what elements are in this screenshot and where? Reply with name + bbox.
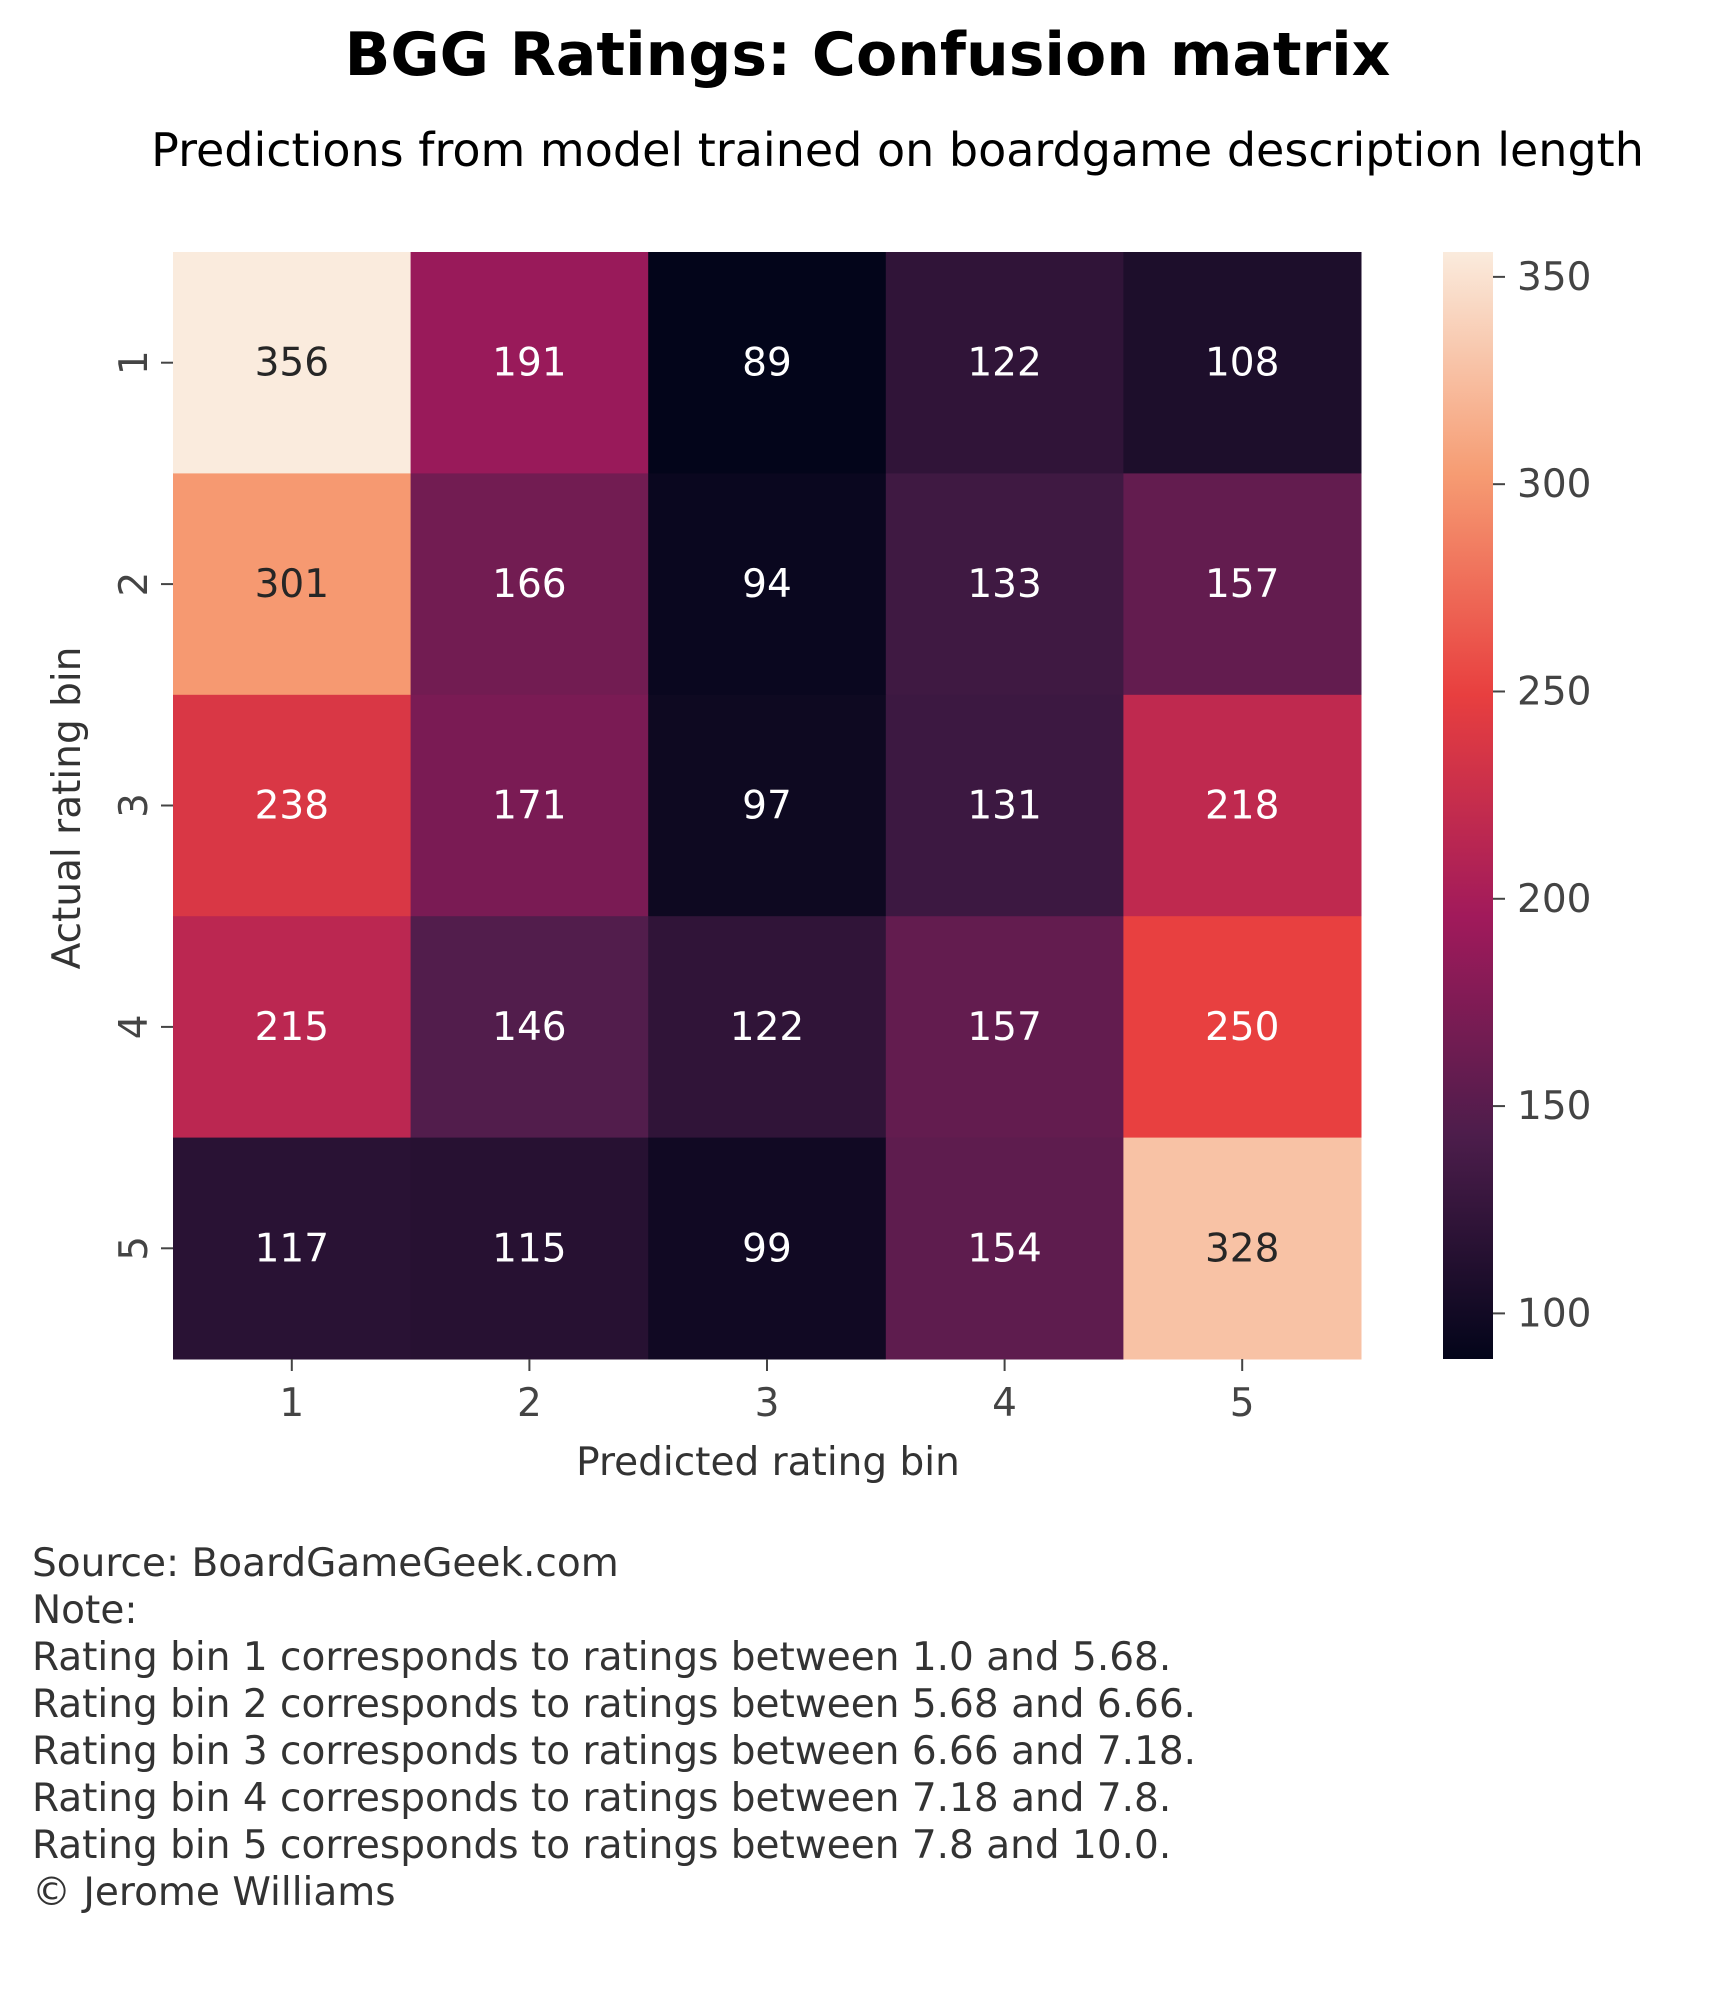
y-tick-label: 3 xyxy=(112,793,157,818)
colorbar-tick-label: 300 xyxy=(1517,462,1591,507)
cell-value-label: 171 xyxy=(492,784,566,829)
cell-value-label: 328 xyxy=(1205,1226,1279,1271)
cell-value-label: 154 xyxy=(967,1226,1041,1271)
heatmap-cell-r1-c1 xyxy=(173,252,412,474)
cell-value-label: 191 xyxy=(492,341,566,386)
cell-value-label: 301 xyxy=(255,562,329,607)
y-tick-label: 2 xyxy=(112,572,157,597)
colorbar xyxy=(1443,252,1493,1359)
chart-title: BGG Ratings: Confusion matrix xyxy=(344,20,1391,90)
colorbar-tick-label: 350 xyxy=(1517,255,1591,300)
footer-bin-5-note: Rating bin 5 corresponds to ratings betw… xyxy=(32,1823,1172,1868)
footer-source: Source: BoardGameGeek.com xyxy=(32,1541,619,1586)
heatmap-cell-r4-c1 xyxy=(173,916,412,1139)
cell-value-label: 133 xyxy=(967,562,1041,607)
heatmap-cell-r4-c5 xyxy=(1123,916,1362,1139)
cell-value-label: 122 xyxy=(967,341,1041,386)
cell-value-label: 238 xyxy=(255,784,329,829)
footer-notes: Source: BoardGameGeek.com Note: Rating b… xyxy=(32,1540,1196,1916)
heatmap-cell-r4-c3 xyxy=(648,916,887,1139)
y-axis-label: Actual rating bin xyxy=(45,647,90,970)
heatmap-cell-r1-c4 xyxy=(885,252,1124,474)
heatmap-cell-r2-c2 xyxy=(410,473,649,696)
heatmap-cell-labels: 356 191 89 122 108 301 166 94 133 157 238 171 97 131 2… xyxy=(255,341,1280,1272)
cell-value-label: 122 xyxy=(730,1005,804,1050)
heatmap-cells xyxy=(173,252,1362,1360)
heatmap-cell-r1-c5 xyxy=(1123,252,1362,474)
cell-value-label: 94 xyxy=(742,562,792,607)
heatmap-cell-r5-c3 xyxy=(648,1137,887,1360)
heatmap-cell-r3-c2 xyxy=(410,694,649,917)
cell-value-label: 117 xyxy=(255,1226,329,1271)
cell-value-label: 108 xyxy=(1205,341,1279,386)
cell-value-label: 99 xyxy=(742,1226,792,1271)
cell-value-label: 131 xyxy=(967,784,1041,829)
cell-value-label: 115 xyxy=(492,1226,566,1271)
x-tick-label: 3 xyxy=(755,1381,780,1426)
cell-value-label: 356 xyxy=(255,341,329,386)
y-tick-label: 5 xyxy=(112,1236,157,1261)
heatmap-cell-r1-c3 xyxy=(648,252,887,474)
colorbar-ticks: 100 150 200 250 300 350 xyxy=(1493,255,1591,1336)
heatmap-cell-r3-c1 xyxy=(173,694,412,917)
cell-value-label: 250 xyxy=(1205,1005,1279,1050)
colorbar-tick-label: 150 xyxy=(1517,1084,1591,1129)
heatmap-cell-r3-c5 xyxy=(1123,694,1362,917)
cell-value-label: 157 xyxy=(1205,562,1279,607)
footer-bin-3-note: Rating bin 3 corresponds to ratings betw… xyxy=(32,1729,1197,1774)
cell-value-label: 215 xyxy=(255,1005,329,1050)
heatmap-cell-r2-c4 xyxy=(885,473,1124,696)
heatmap-cell-r5-c2 xyxy=(410,1137,649,1360)
heatmap-cell-r3-c3 xyxy=(648,694,887,917)
heatmap-cell-r5-c5 xyxy=(1123,1137,1362,1360)
heatmap-cell-r2-c5 xyxy=(1123,473,1362,696)
cell-value-label: 97 xyxy=(742,784,792,829)
heatmap-cell-r5-c4 xyxy=(885,1137,1124,1360)
footer-note-heading: Note: xyxy=(32,1588,138,1633)
x-axis-ticks: 1 2 3 4 5 xyxy=(279,1359,1255,1426)
x-tick-label: 4 xyxy=(992,1381,1017,1426)
footer-copyright: © Jerome Williams xyxy=(32,1870,396,1915)
colorbar-tick-label: 250 xyxy=(1517,669,1591,714)
x-tick-label: 1 xyxy=(279,1381,304,1426)
cell-value-label: 89 xyxy=(742,341,792,386)
cell-value-label: 146 xyxy=(492,1005,566,1050)
cell-value-label: 157 xyxy=(967,1005,1041,1050)
colorbar-tick-label: 200 xyxy=(1517,877,1591,922)
y-tick-label: 4 xyxy=(112,1014,157,1039)
x-tick-label: 2 xyxy=(517,1381,542,1426)
y-axis-ticks: 1 2 3 4 5 xyxy=(112,350,173,1261)
heatmap-cell-r4-c4 xyxy=(885,916,1124,1139)
heatmap-cell-r1-c2 xyxy=(410,252,649,474)
heatmap-cell-r2-c3 xyxy=(648,473,887,696)
footer-bin-4-note: Rating bin 4 corresponds to ratings betw… xyxy=(32,1776,1172,1821)
x-axis-label: Predicted rating bin xyxy=(576,1440,960,1485)
x-tick-label: 5 xyxy=(1230,1381,1255,1426)
heatmap-cell-r5-c1 xyxy=(173,1137,412,1360)
heatmap-cell-r2-c1 xyxy=(173,473,412,696)
heatmap-cell-r3-c4 xyxy=(885,694,1124,917)
colorbar-tick-label: 100 xyxy=(1517,1291,1591,1336)
chart-subtitle: Predictions from model trained on boardg… xyxy=(151,123,1644,177)
y-tick-label: 1 xyxy=(112,350,157,375)
cell-value-label: 166 xyxy=(492,562,566,607)
footer-bin-1-note: Rating bin 1 corresponds to ratings betw… xyxy=(32,1635,1172,1680)
footer-bin-2-note: Rating bin 2 corresponds to ratings betw… xyxy=(32,1682,1197,1727)
cell-value-label: 218 xyxy=(1205,784,1279,829)
heatmap-cell-r4-c2 xyxy=(410,916,649,1139)
